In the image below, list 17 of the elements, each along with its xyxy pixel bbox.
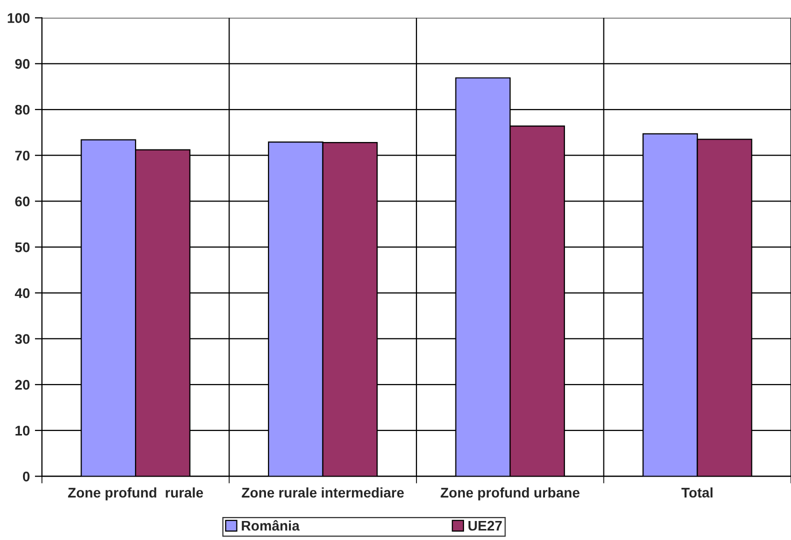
y-tick-label: 0: [22, 472, 30, 482]
x-tick-label: Zone profund rurale: [68, 487, 203, 500]
y-tick-label: 30: [14, 334, 30, 344]
y-tick-label: 100: [8, 13, 30, 23]
y-tick-label: 80: [15, 104, 30, 115]
y-tick-label: 60: [15, 196, 30, 206]
x-tick-label: Total: [681, 487, 712, 498]
legend-label: România: [242, 520, 300, 531]
x-tick-label: Zone rurale intermediare: [242, 487, 404, 498]
y-tick-label: 50: [15, 242, 30, 252]
y-tick-label: 40: [14, 288, 30, 298]
y-tick-label: 90: [15, 59, 30, 69]
y-tick-label: 10: [16, 426, 30, 436]
x-tick-label: Zone profund urbane: [440, 487, 580, 500]
legend-label: UE27: [468, 520, 502, 531]
y-tick-label: 20: [15, 380, 30, 390]
y-tick-label: 70: [15, 150, 30, 161]
